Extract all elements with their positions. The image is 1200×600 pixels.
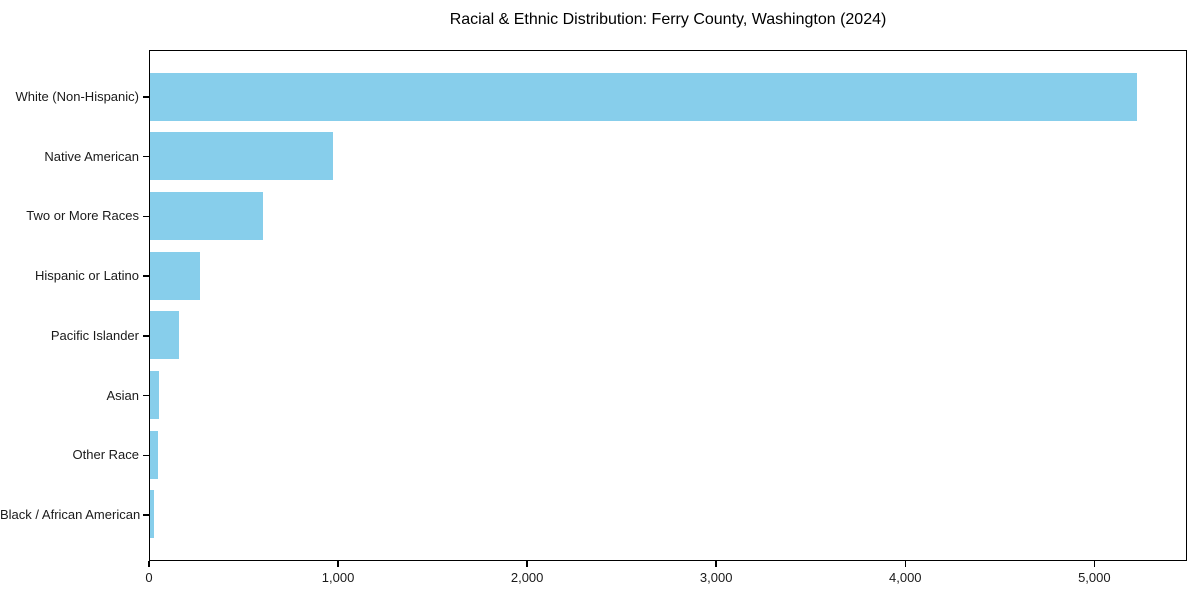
x-tick-mark (337, 561, 339, 567)
y-tick-label: Asian (106, 387, 139, 403)
y-tick-mark (143, 215, 149, 218)
x-tick-label: 1,000 (321, 570, 355, 585)
x-tick-mark (904, 561, 907, 567)
x-tick-label: 4,000 (889, 570, 922, 585)
plot-area (149, 50, 1187, 561)
x-tick-label: 5,000 (1078, 570, 1111, 585)
y-tick-mark (143, 514, 149, 516)
chart-title: Racial & Ethnic Distribution: Ferry Coun… (449, 11, 887, 28)
y-tick-label: White (Non-Hispanic) (15, 89, 139, 104)
x-tick-mark (1093, 561, 1096, 567)
y-tick-label: Pacific Islander (50, 327, 139, 343)
y-tick-mark (143, 454, 149, 456)
x-tick-label: 2,000 (510, 570, 544, 585)
y-tick-label: Two or More Races (26, 208, 139, 224)
x-tick-label: 0 (145, 570, 153, 585)
bar-black-african-american (150, 490, 154, 539)
bar-other-race (150, 430, 158, 479)
bar-white-non-hispanic (150, 72, 1138, 121)
y-tick-mark (143, 155, 149, 158)
x-tick-mark (526, 561, 528, 567)
y-tick-mark (143, 394, 149, 397)
y-tick-mark (143, 275, 149, 277)
bar-pacific-islander (150, 311, 179, 360)
y-tick-label: Other Race (72, 447, 139, 463)
bar-hispanic-or-latino (150, 251, 200, 300)
bar-native-american (150, 132, 333, 181)
bar-two-or-more-races (150, 191, 264, 240)
x-tick-label: 3,000 (699, 570, 733, 585)
y-tick-label: Black / African American (0, 506, 141, 522)
y-tick-mark (143, 335, 149, 337)
y-tick-label: Hispanic or Latino (34, 268, 139, 284)
bar-asian (150, 371, 159, 420)
y-tick-label: Native American (44, 148, 139, 164)
x-tick-mark (148, 561, 150, 567)
x-tick-mark (715, 561, 717, 567)
y-tick-mark (143, 96, 149, 98)
